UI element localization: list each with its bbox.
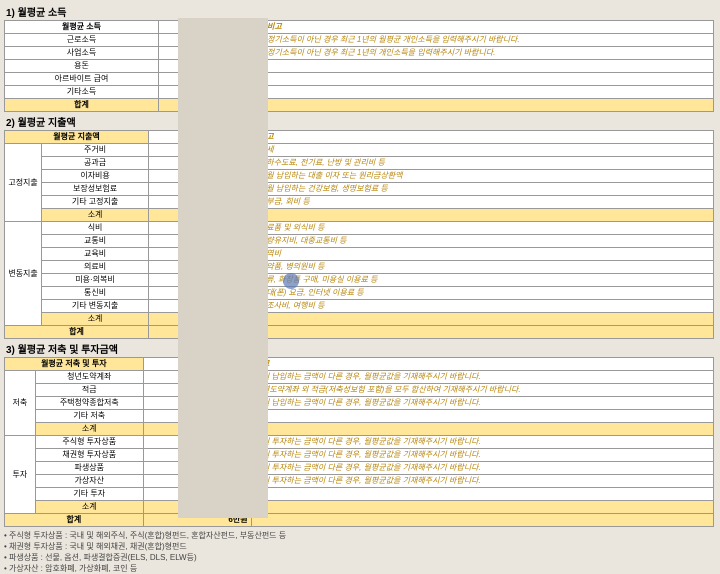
save-subtotal: 소계5만원 — [5, 423, 714, 436]
expense-sum-row: 합계만원 — [5, 326, 714, 339]
savings-sum-row: 합계6만원 — [5, 514, 714, 527]
table-row: 의료비만원의약품, 병의원비 등 — [5, 261, 714, 274]
table-row: 공과금만원상하수도료, 전기료, 난방 및 관리비 등 — [5, 157, 714, 170]
table-row: 사업소득만원정기소득이 아닌 경우 최근 1년의 개인소득을 입력해주시기 바랍… — [5, 47, 714, 60]
table-row: 기타 고정지출만원기부금, 회비 등 — [5, 196, 714, 209]
savings-title: 3) 월평균 저축 및 투자금액 — [6, 341, 716, 356]
footnote-item: • 파생상품 : 선물, 옵션, 파생결합증권(ELS, DLS, ELW등) — [4, 552, 716, 563]
expense-header-label: 월평균 지출액 — [5, 131, 149, 144]
invest-subtotal: 소계만원 — [5, 501, 714, 514]
income-header-note: 비고 — [264, 21, 714, 34]
table-row: 고정지출주거비만원월세 — [5, 144, 714, 157]
income-sum-row: 합계0만원 — [5, 99, 714, 112]
table-row: 투자주식형 투자상품1만원매월 투자하는 금액이 다른 경우, 월평균값을 기재… — [5, 436, 714, 449]
table-row: 기타 변동지출만원경조사비, 여행비 등 — [5, 300, 714, 313]
table-row: 저축청년도약계좌0만원매월 납입하는 금액이 다른 경우, 월평균값을 기재해주… — [5, 371, 714, 384]
footnote-item: • 주식형 투자상품 : 국내 및 해외주식, 주식(혼합)형펀드, 혼합자산펀… — [4, 530, 716, 541]
table-row: 적금0만원청년도약계좌 외 적금(저축성보험 포함)을 모두 합산하여 기재해주… — [5, 384, 714, 397]
expense-header-note: 비고 — [255, 131, 713, 144]
table-row: 파생상품만원매월 투자하는 금액이 다른 경우, 월평균값을 기재해주시기 바랍… — [5, 462, 714, 475]
footnote-item: • 가상자산 : 암호화폐, 가상화폐, 코인 등 — [4, 563, 716, 574]
table-row: 이자비용만원매월 납입하는 대출 이자 또는 원리금상환액 — [5, 170, 714, 183]
variable-subtotal: 소계만원 — [5, 313, 714, 326]
income-table: 월평균 소득 비고 근로소득0만원정기소득이 아닌 경우 최근 1년의 월평균 … — [4, 20, 714, 112]
table-row: 아르바이트 급여만원 — [5, 73, 714, 86]
table-row: 교육비만원교역비 — [5, 248, 714, 261]
table-row: 가상자산만원매월 투자하는 금액이 다른 경우, 월평균값을 기재해주시기 바랍… — [5, 475, 714, 488]
table-row: 주택청약종합저축5만원매월 납입하는 금액이 다른 경우, 월평균값을 기재해주… — [5, 397, 714, 410]
table-row: 근로소득0만원정기소득이 아닌 경우 최근 1년의 월평균 개인소득을 입력해주… — [5, 34, 714, 47]
table-row: 채권형 투자상품만원매월 투자하는 금액이 다른 경우, 월평균값을 기재해주시… — [5, 449, 714, 462]
expense-table: 월평균 지출액 비고 고정지출주거비만원월세 공과금만원상하수도료, 전기료, … — [4, 130, 714, 339]
table-row: 미용·의복비만원의류, 화장품 구매, 미용실 이용료 등 — [5, 274, 714, 287]
footnote-item: • 채권형 투자상품 : 국내 및 해외채권, 채권(혼합)형펀드 — [4, 541, 716, 552]
cursor-indicator-icon — [283, 273, 299, 289]
table-row: 변동지출식비만원식료품 및 외식비 등 — [5, 222, 714, 235]
footnotes: • 주식형 투자상품 : 국내 및 해외주식, 주식(혼합)형펀드, 혼합자산펀… — [4, 530, 716, 574]
table-row: 기타 저축만원 — [5, 410, 714, 423]
savings-header-label: 월평균 저축 및 투자 — [5, 358, 144, 371]
table-row: 보장성보험료만원매월 납입하는 건강보험, 생명보험료 등 — [5, 183, 714, 196]
table-row: 교통비0만원차량유지비, 대중교통비 등 — [5, 235, 714, 248]
occluding-overlay — [178, 18, 268, 518]
table-row: 기타소득만원 — [5, 86, 714, 99]
income-title: 1) 월평균 소득 — [6, 4, 716, 19]
table-row: 용돈만원 — [5, 60, 714, 73]
savings-table: 월평균 저축 및 투자 비고 저축청년도약계좌0만원매월 납입하는 금액이 다른… — [4, 357, 714, 527]
expense-title: 2) 월평균 지출액 — [6, 114, 716, 129]
fixed-subtotal: 소계만원 — [5, 209, 714, 222]
income-header-label: 월평균 소득 — [5, 21, 159, 34]
table-row: 통신비만원휴대(폰) 요금, 인터넷 이용료 등 — [5, 287, 714, 300]
table-row: 기타 투자만원 — [5, 488, 714, 501]
savings-header-note: 비고 — [251, 358, 713, 371]
